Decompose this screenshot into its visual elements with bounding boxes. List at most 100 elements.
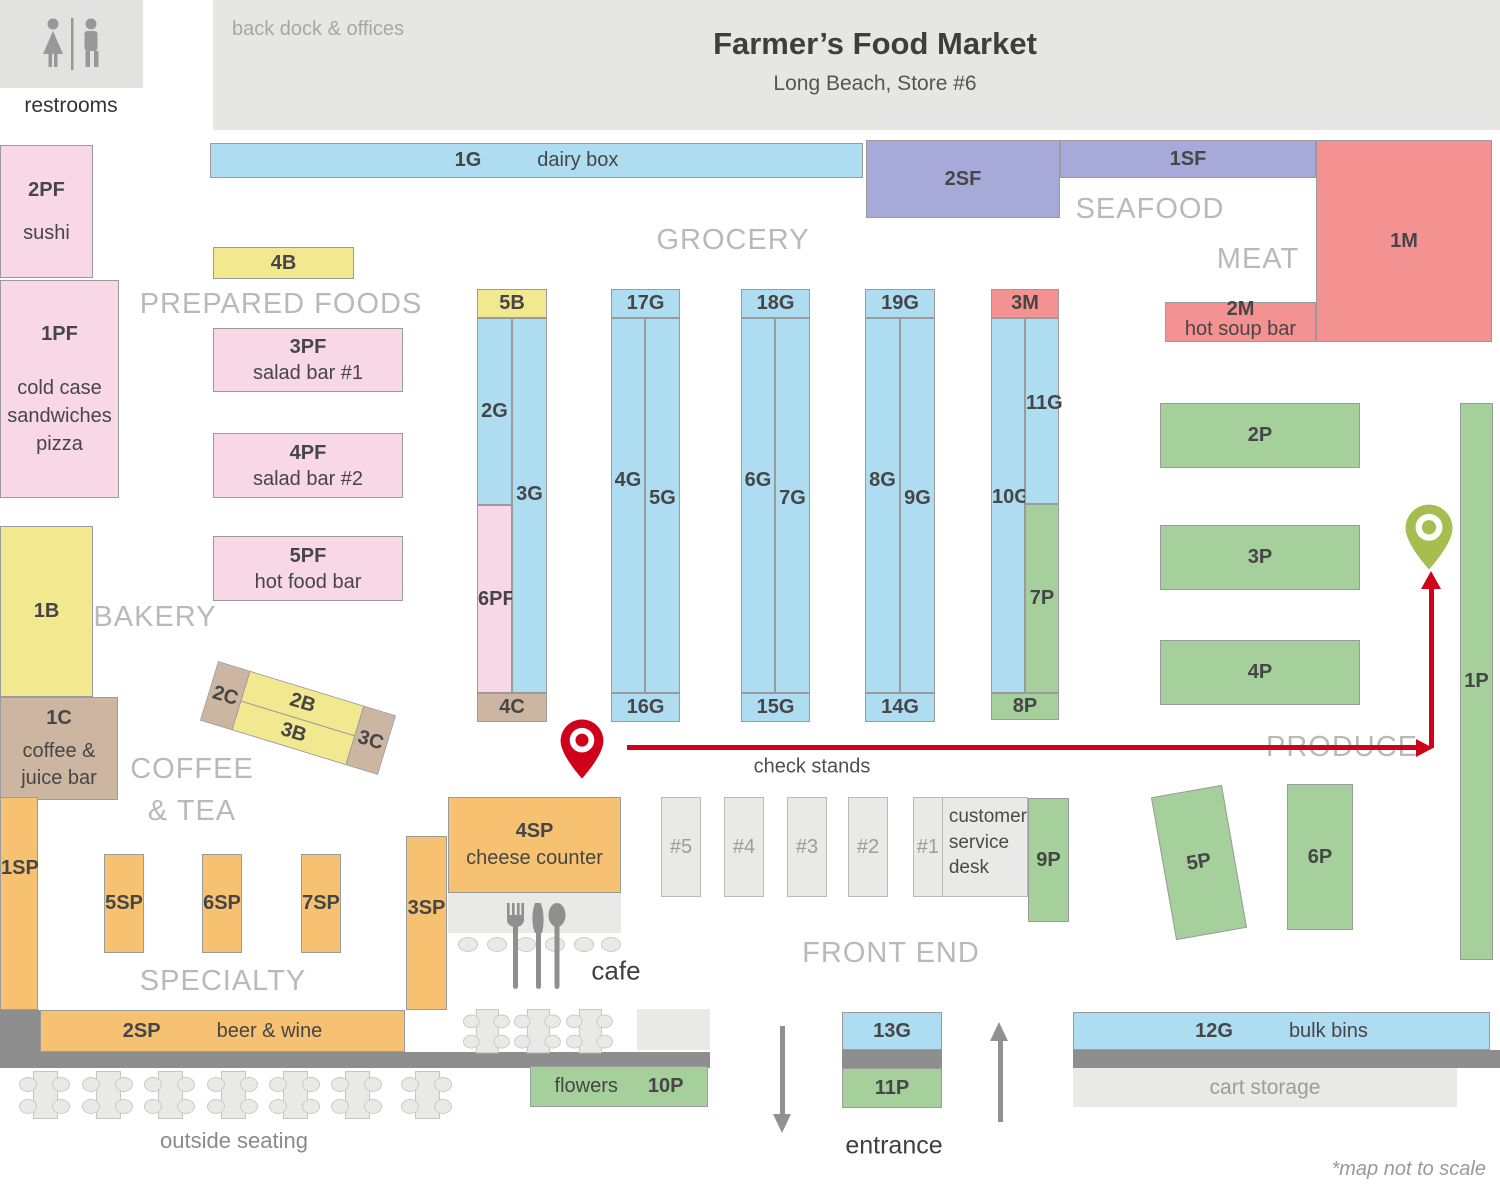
walkway-band: [0, 1010, 40, 1052]
outside-seating-label: outside seating: [160, 1128, 308, 1153]
chair: [463, 1034, 480, 1049]
block-label: 1P: [1464, 670, 1489, 693]
block-2pf: 2PF sushi: [0, 145, 93, 278]
block-label: 4B: [270, 251, 297, 274]
block-sublabel: sandwiches: [7, 405, 112, 427]
block-14g: 14G: [865, 693, 935, 722]
block-6p: 6P: [1287, 784, 1353, 930]
counter-stool: [458, 937, 478, 952]
block-1c: 1C coffee & juice bar: [0, 697, 118, 800]
block-8g: 8G: [865, 318, 900, 693]
block-18g: 18G: [741, 289, 810, 318]
block-1pf: 1PF cold case sandwiches pizza: [0, 280, 119, 498]
block-2sp: 2SP beer & wine: [40, 1010, 405, 1052]
block-3m: 3M: [991, 289, 1059, 318]
service-desk-line: service: [948, 831, 1010, 853]
block-16g: 16G: [611, 693, 680, 722]
back-dock-strip: [213, 0, 1500, 130]
checkstand-1-service-desk: #1 customer service desk: [913, 797, 1028, 897]
walkway-band: [842, 1050, 942, 1068]
chair: [207, 1099, 225, 1114]
chair: [596, 1014, 613, 1029]
block-sublabel: juice bar: [21, 767, 97, 789]
block-4p: 4P: [1160, 640, 1360, 705]
block-5pf: 5PF hot food bar: [213, 536, 403, 601]
chair: [19, 1099, 37, 1114]
section-label-grocery: GROCERY: [656, 219, 809, 261]
block-label: 19G: [881, 292, 919, 315]
block-label: 3G: [516, 483, 543, 506]
block-11g: 11G: [1025, 318, 1063, 504]
chair: [144, 1099, 162, 1114]
chair: [207, 1077, 225, 1092]
block-3p: 3P: [1160, 525, 1360, 590]
block-label: 4SP: [515, 820, 554, 842]
block-5p: 5P: [1150, 784, 1248, 941]
block-8p: 8P: [991, 693, 1059, 720]
block-label: 2SF: [944, 167, 982, 190]
block-1sf: 1SF: [1060, 140, 1316, 178]
block-label: 8P: [1012, 695, 1038, 718]
block-4pf: 4PF salad bar #2: [213, 433, 403, 498]
chair: [331, 1077, 349, 1092]
page-subtitle: Long Beach, Store #6: [773, 72, 977, 95]
cafe-utensils-icon: [507, 903, 566, 989]
chair: [302, 1077, 320, 1092]
block-label: 2SP: [122, 1019, 161, 1042]
chair: [434, 1099, 452, 1114]
section-label-line: PREPARED FOODS: [139, 288, 423, 320]
block-13g: 13G: [842, 1012, 942, 1050]
block-sublabel: coffee &: [22, 740, 96, 762]
block-sublabel: cart storage: [1209, 1075, 1321, 1099]
block-sublabel: pizza: [36, 433, 83, 455]
section-label-line: COFFEE: [130, 753, 254, 785]
outdoor-table: [207, 1071, 258, 1121]
block-label: 6G: [744, 469, 772, 492]
counter-stool: [601, 937, 621, 952]
chair: [566, 1014, 583, 1029]
section-label-seafood: SEAFOOD: [1076, 188, 1225, 230]
block-sublabel: sushi: [23, 221, 70, 244]
block-label: 1G: [454, 149, 482, 172]
block-5b: 5B: [477, 289, 547, 318]
block-2p: 2P: [1160, 403, 1360, 468]
block-2m: 2M hot soup bar: [1165, 299, 1316, 342]
restrooms-icon: [43, 18, 99, 70]
block-label: 1SF: [1169, 147, 1207, 170]
block-3pf: 3PF salad bar #1: [213, 328, 403, 392]
block-15g: 15G: [741, 693, 810, 722]
block-label: 7P: [1029, 587, 1055, 610]
chair: [240, 1077, 258, 1092]
block-label: 2G: [481, 400, 508, 423]
chair: [514, 1034, 531, 1049]
block-1b: 1B: [0, 526, 93, 697]
block-3sp: 3SP: [406, 836, 447, 1010]
chair: [19, 1077, 37, 1092]
chair: [144, 1077, 162, 1092]
walkway-band: [1073, 1050, 1500, 1068]
block-label: 11P: [874, 1076, 910, 1099]
page-title: Farmer’s Food Market: [713, 26, 1037, 61]
block-sublabel: salad bar #2: [252, 467, 364, 490]
cafe-table: [566, 1009, 613, 1055]
chair: [115, 1077, 133, 1092]
chair: [269, 1099, 287, 1114]
service-desk-line: customer: [948, 806, 1027, 827]
section-label-front-end: FRONT END: [802, 932, 980, 974]
block-label: 9G: [904, 487, 931, 510]
section-label-bakery: BAKERY: [93, 596, 216, 638]
entrance-label: entrance: [845, 1131, 943, 1160]
route-arrowhead-right: [1416, 739, 1433, 757]
block-label: 6SP: [203, 892, 241, 915]
block-label: flowers: [554, 1075, 618, 1098]
customer-service-desk: customer service desk: [943, 798, 1027, 896]
exit-arrow-head: [773, 1114, 791, 1133]
block-label: 5G: [649, 487, 676, 510]
block-sublabel: hot soup bar: [1184, 318, 1297, 340]
block-label: 5B: [499, 292, 525, 315]
block-4c: 4C: [477, 693, 547, 722]
chair: [269, 1077, 287, 1092]
chair: [240, 1099, 258, 1114]
start-pin-icon: [560, 719, 604, 779]
chair: [52, 1077, 70, 1092]
